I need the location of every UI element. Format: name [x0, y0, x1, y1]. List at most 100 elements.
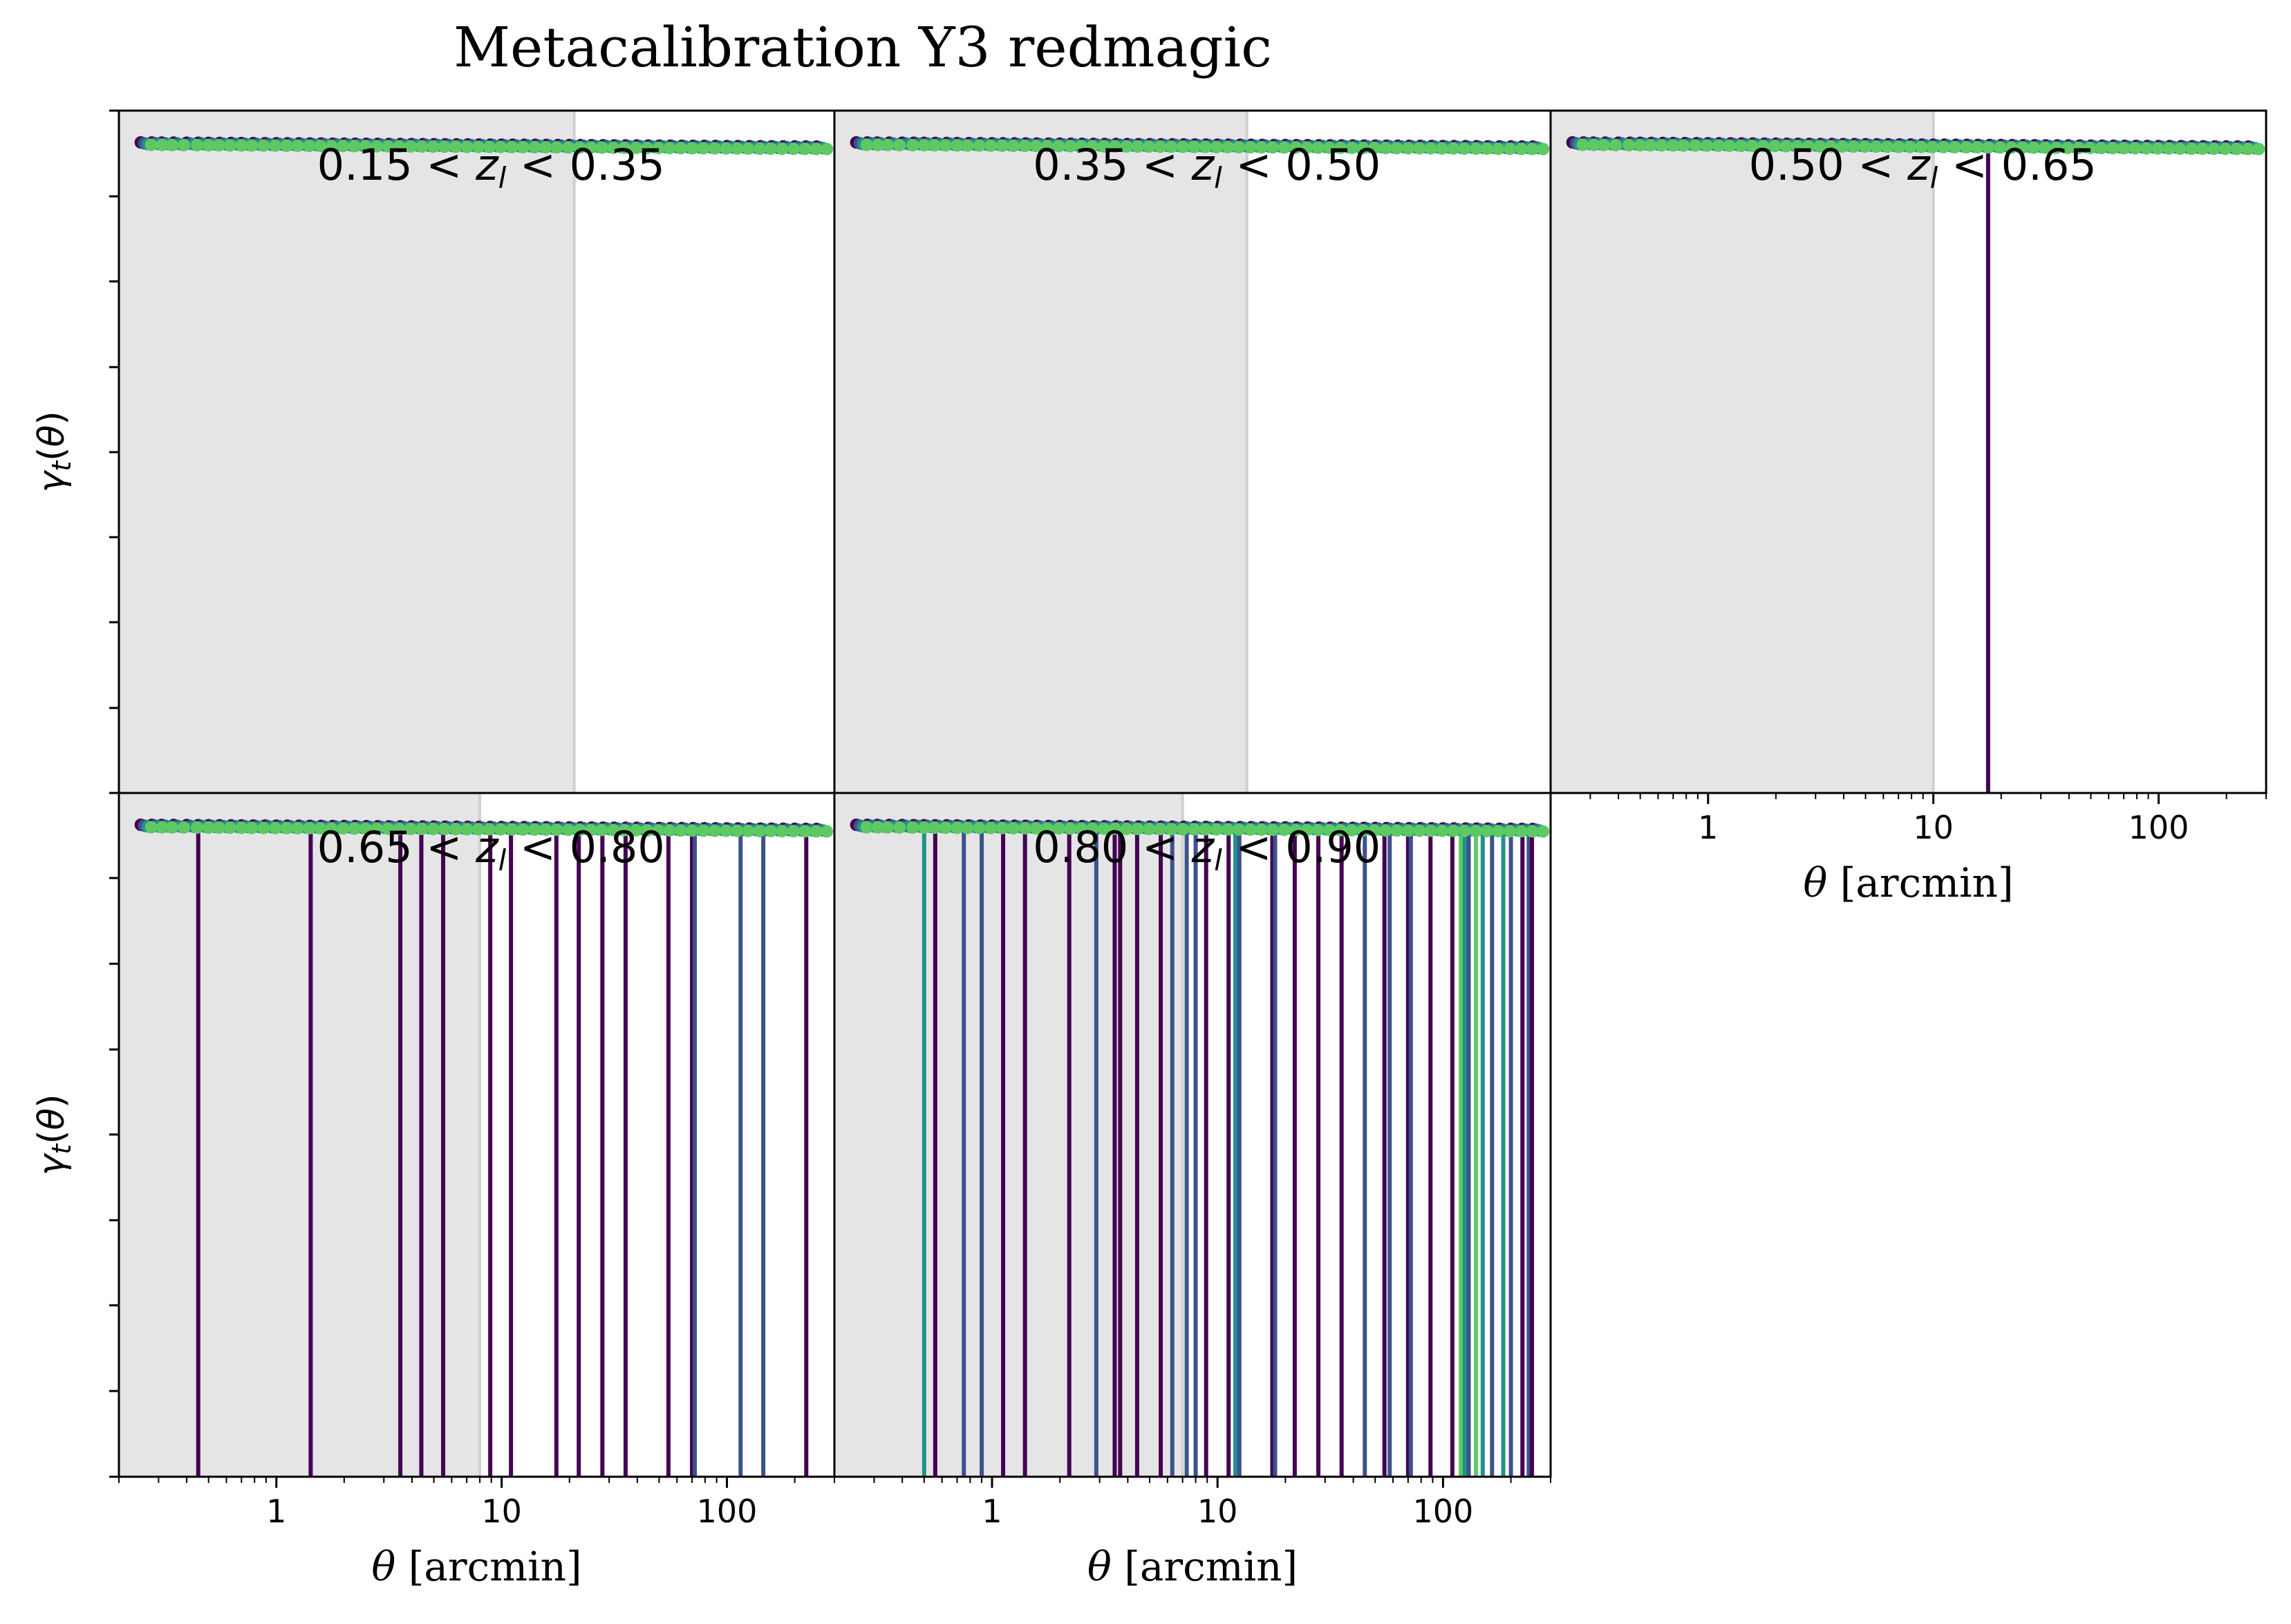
data-point: [2230, 142, 2243, 156]
data-point: [1188, 140, 1201, 153]
data-point: [1097, 822, 1110, 835]
data-point: [1677, 139, 1690, 152]
data-point: [1458, 142, 1471, 155]
data-point: [1436, 824, 1448, 837]
x-axis-label: θ [arcmin]: [371, 1543, 581, 1590]
data-point: [2073, 142, 2086, 154]
data-point: [314, 822, 327, 835]
data-point: [776, 142, 789, 156]
data-point: [860, 138, 873, 151]
data-point: [1199, 140, 1212, 153]
data-point: [314, 140, 327, 153]
x-tick-label: 10: [481, 1493, 522, 1530]
data-point: [1143, 140, 1156, 153]
data-point: [494, 140, 507, 153]
data-point: [776, 825, 789, 838]
data-point: [1971, 141, 1984, 154]
data-point: [686, 824, 699, 837]
data-point: [2140, 142, 2153, 155]
data-point: [1447, 824, 1460, 837]
data-point: [156, 138, 169, 151]
data-point: [2252, 142, 2265, 156]
data-point: [449, 140, 462, 153]
data-point: [1813, 140, 1826, 153]
data-point: [607, 823, 620, 837]
y-axis-label: γt(θ): [31, 1094, 77, 1175]
data-point: [641, 824, 654, 837]
data-point: [202, 139, 215, 152]
data-point: [618, 823, 631, 837]
data-point: [1109, 140, 1121, 153]
data-point: [178, 821, 191, 834]
data-point: [1323, 141, 1336, 154]
x-axis-label: θ [arcmin]: [1087, 1543, 1298, 1590]
data-point: [1131, 140, 1144, 153]
data-point: [1413, 142, 1426, 155]
data-point: [573, 823, 586, 837]
x-tick-label: 10: [1913, 809, 1954, 846]
scale-cut-shade: [834, 111, 1247, 793]
data-point: [720, 142, 733, 155]
data-point: [404, 822, 418, 835]
data-point: [1311, 141, 1325, 154]
data-point: [906, 139, 919, 151]
data-point: [686, 142, 699, 155]
data-point: [212, 821, 225, 834]
data-point: [235, 139, 248, 152]
data-point: [1587, 138, 1600, 151]
data-point: [1712, 139, 1725, 152]
data-point: [505, 823, 518, 836]
data-point: [951, 821, 964, 834]
data-point: [1790, 140, 1804, 153]
data-point: [1779, 140, 1793, 153]
data-point: [1018, 140, 1031, 152]
data-point: [2173, 142, 2187, 155]
data-point: [1052, 822, 1065, 835]
data-point: [144, 138, 158, 151]
data-point: [1278, 141, 1291, 154]
data-point: [860, 821, 873, 834]
data-point: [1029, 140, 1042, 153]
data-point: [1120, 822, 1133, 835]
data-point: [1177, 140, 1189, 153]
data-point: [1470, 825, 1483, 837]
data-point: [1300, 823, 1313, 837]
data-point: [754, 825, 767, 837]
data-point: [1210, 823, 1223, 836]
data-point: [754, 142, 767, 155]
data-point: [1413, 824, 1426, 837]
data-point: [245, 821, 259, 834]
data-point: [973, 821, 986, 834]
data-point: [1655, 139, 1668, 152]
data-point: [906, 821, 919, 834]
data-point: [939, 821, 952, 834]
data-point: [2016, 141, 2029, 154]
scale-cut-shade: [119, 111, 574, 793]
data-point: [1334, 823, 1347, 837]
data-point: [291, 139, 304, 152]
data-point: [1481, 142, 1493, 156]
data-point: [1300, 141, 1313, 154]
data-point: [1390, 824, 1403, 837]
data-point: [1255, 141, 1268, 154]
data-point: [1334, 141, 1347, 154]
y-axis-label: γt(θ): [31, 411, 77, 492]
data-point: [1356, 824, 1369, 837]
data-point: [1402, 824, 1415, 837]
data-point: [1379, 824, 1392, 837]
data-point: [595, 823, 608, 837]
data-point: [427, 140, 440, 153]
data-point: [708, 824, 721, 837]
data-point: [1311, 823, 1325, 837]
data-point: [202, 821, 215, 834]
data-point: [562, 823, 575, 837]
data-point: [359, 822, 372, 835]
data-point: [1165, 823, 1178, 836]
data-point: [1858, 140, 1871, 153]
data-point: [1154, 823, 1167, 836]
data-point: [348, 822, 361, 835]
data-point: [516, 823, 530, 836]
data-point: [893, 138, 906, 151]
data-point: [2129, 142, 2142, 155]
